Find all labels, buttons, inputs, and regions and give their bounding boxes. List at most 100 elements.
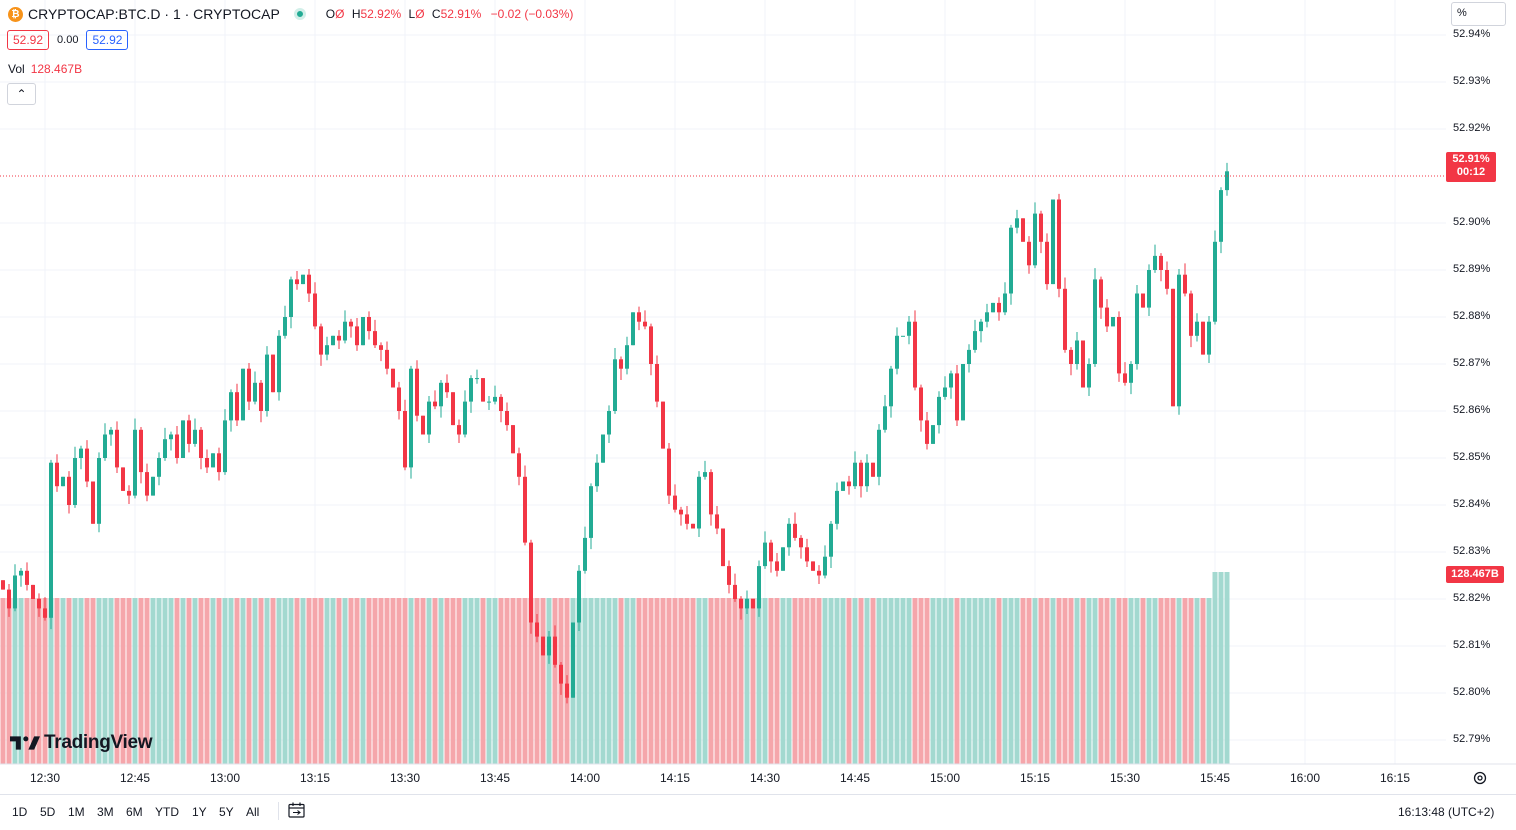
candle-body xyxy=(871,462,875,477)
volume-bar xyxy=(1170,598,1176,764)
time-tick-label: 15:00 xyxy=(929,771,961,785)
volume-bar xyxy=(918,598,924,764)
candle-body xyxy=(799,537,803,548)
calendar-goto-icon[interactable] xyxy=(288,802,305,818)
volume-bar xyxy=(348,598,354,764)
candle-body xyxy=(325,345,329,355)
candle-body xyxy=(931,425,935,444)
volume-bar xyxy=(1014,598,1020,764)
time-tick-label: 16:00 xyxy=(1289,771,1321,785)
volume-bars xyxy=(0,572,1230,764)
volume-bar xyxy=(294,598,300,764)
timeframe-3m[interactable]: 3M xyxy=(97,805,114,819)
volume-bar xyxy=(210,598,216,764)
time-tick-label: 14:30 xyxy=(749,771,781,785)
volume-legend[interactable]: Vol 128.467B xyxy=(8,62,82,76)
volume-bar xyxy=(486,598,492,764)
candle-body xyxy=(1033,213,1037,266)
volume-bar xyxy=(216,598,222,764)
volume-bar xyxy=(264,598,270,764)
volume-bar xyxy=(546,598,552,764)
volume-bar xyxy=(1092,598,1098,764)
symbol-title[interactable]: CRYPTOCAP:BTC.D · 1 · CRYPTOCAP xyxy=(28,6,280,22)
candle-body xyxy=(307,274,311,294)
candle-body xyxy=(1195,321,1199,336)
sell-price-button[interactable]: 52.92 xyxy=(7,30,50,50)
volume-bar xyxy=(432,598,438,764)
volume-bar xyxy=(36,598,42,764)
candle-body xyxy=(781,547,785,571)
price-tick-label: 52.81% xyxy=(1453,639,1491,651)
candle-body xyxy=(1105,307,1109,327)
volume-bar xyxy=(66,598,72,764)
timeframe-1y[interactable]: 1Y xyxy=(192,805,207,819)
candle-body xyxy=(631,312,635,346)
volume-bar xyxy=(234,598,240,764)
candle-body xyxy=(301,274,305,285)
volume-bar xyxy=(132,598,138,764)
gear-icon[interactable] xyxy=(1472,770,1488,786)
percent-scale-button[interactable]: % xyxy=(1451,2,1506,26)
candle-body xyxy=(829,523,833,557)
timeframe-6m[interactable]: 6M xyxy=(126,805,143,819)
price-tick-label: 52.87% xyxy=(1453,357,1491,369)
timeframe-1m[interactable]: 1M xyxy=(68,805,85,819)
price-tick-label: 52.85% xyxy=(1453,451,1491,463)
volume-bar xyxy=(702,598,708,764)
timeframe-5y[interactable]: 5Y xyxy=(219,805,234,819)
volume-bar xyxy=(576,598,582,764)
candle-body xyxy=(679,509,683,515)
volume-bar xyxy=(654,598,660,764)
volume-bar xyxy=(726,598,732,764)
candle-body xyxy=(1117,317,1121,374)
candle-body xyxy=(91,481,95,524)
candle-body xyxy=(25,570,29,585)
candle-body xyxy=(1201,321,1205,355)
timeframe-all[interactable]: All xyxy=(246,805,260,819)
volume-bar xyxy=(102,598,108,764)
candle-body xyxy=(409,368,413,468)
candle-body xyxy=(205,458,209,468)
tradingview-logo[interactable]: TradingView xyxy=(10,732,153,754)
volume-bar xyxy=(96,598,102,764)
toolbar-divider xyxy=(278,802,279,820)
timeframe-1d[interactable]: 1D xyxy=(12,805,28,819)
volume-bar xyxy=(954,598,960,764)
timeframe-ytd[interactable]: YTD xyxy=(155,805,179,819)
candle-body xyxy=(547,636,551,656)
candle-body xyxy=(79,448,83,458)
volume-bar xyxy=(1062,598,1068,764)
candle-body xyxy=(877,429,881,477)
candle-body xyxy=(1225,171,1229,191)
candle-body xyxy=(265,354,269,411)
buy-price-button[interactable]: 52.92 xyxy=(86,30,129,50)
candle-body xyxy=(499,396,503,411)
timeframe-5d[interactable]: 5D xyxy=(40,805,56,819)
volume-bar xyxy=(1098,598,1104,764)
market-status-icon[interactable] xyxy=(293,8,306,20)
volume-bar xyxy=(60,598,66,764)
volume-bar xyxy=(498,598,504,764)
volume-bar xyxy=(1164,598,1170,764)
time-tick-label: 13:30 xyxy=(389,771,421,785)
volume-bar xyxy=(276,598,282,764)
volume-bar xyxy=(732,598,738,764)
clock-timezone[interactable]: 16:13:48 (UTC+2) xyxy=(1398,805,1495,819)
volume-bar xyxy=(270,598,276,764)
candle-body xyxy=(1087,364,1091,388)
volume-bar xyxy=(588,598,594,764)
time-tick-label: 12:30 xyxy=(29,771,61,785)
volume-bar xyxy=(198,598,204,764)
candle-body xyxy=(217,453,221,473)
volume-bar xyxy=(42,598,48,764)
candle-body xyxy=(745,599,749,609)
volume-bar xyxy=(468,598,474,764)
collapse-legend-button[interactable]: ⌃ xyxy=(7,83,36,105)
volume-bar xyxy=(1026,598,1032,764)
candle-body xyxy=(859,462,863,487)
candle-body xyxy=(1189,293,1193,336)
candle-body xyxy=(1021,218,1025,242)
time-tick-label: 13:00 xyxy=(209,771,241,785)
volume-bar xyxy=(1008,598,1014,764)
